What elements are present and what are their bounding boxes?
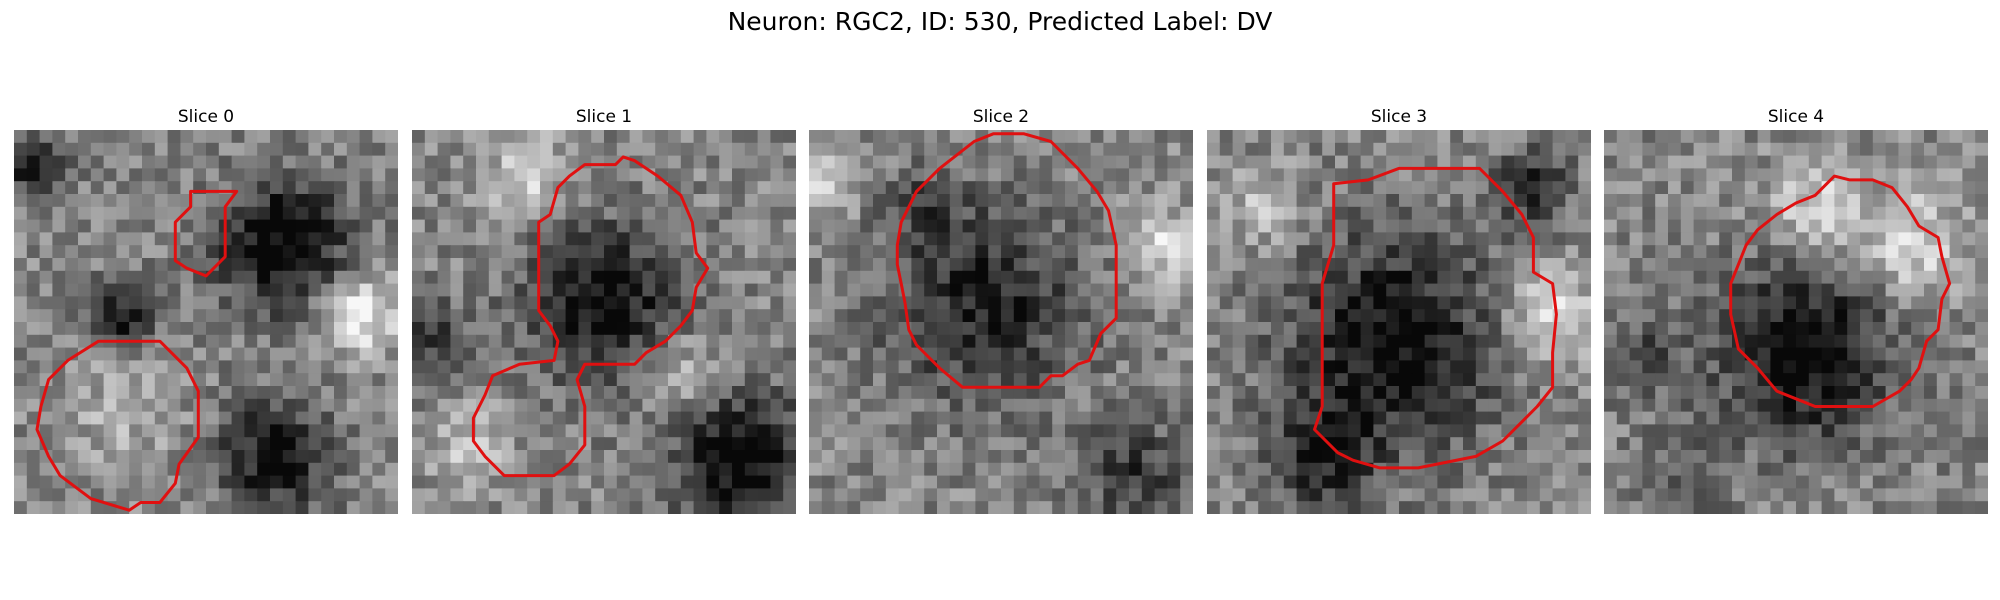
slice-panel-4: Slice 4 xyxy=(1604,106,1988,514)
roi-contour xyxy=(173,189,239,278)
roi-contour xyxy=(35,339,200,512)
slice-image-3 xyxy=(1207,130,1591,514)
roi-contour xyxy=(471,155,710,478)
slice-image-1 xyxy=(412,130,796,514)
slice-title: Slice 3 xyxy=(1370,107,1428,127)
roi-contour xyxy=(1313,166,1558,470)
slice-panel-2: Slice 2 xyxy=(809,106,1193,514)
figure-title: Neuron: RGC2, ID: 530, Predicted Label: … xyxy=(727,7,1273,36)
slice-image-4 xyxy=(1604,130,1988,514)
slice-panel-1: Slice 1 xyxy=(412,106,796,514)
slice-image-2 xyxy=(809,130,1193,514)
slice-image-0 xyxy=(14,130,398,514)
slice-panel-3: Slice 3 xyxy=(1207,106,1591,514)
slice-title: Slice 0 xyxy=(177,107,235,127)
roi-contour xyxy=(895,132,1118,389)
slice-panel-0: Slice 0 xyxy=(14,106,398,514)
slice-title: Slice 2 xyxy=(972,107,1030,127)
slice-title: Slice 4 xyxy=(1767,107,1825,127)
roi-contour xyxy=(1729,174,1952,408)
slice-title: Slice 1 xyxy=(575,107,633,127)
